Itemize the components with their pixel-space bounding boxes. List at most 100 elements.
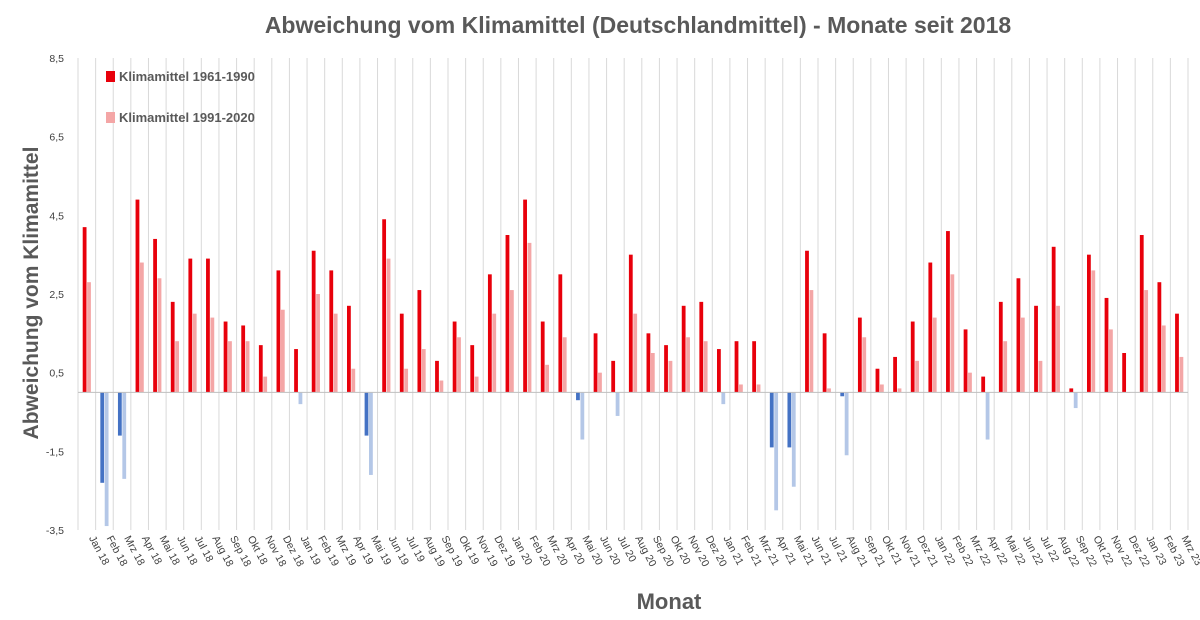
- bar-1991-2020: [545, 364, 550, 393]
- bar-1991-2020: [316, 294, 320, 393]
- bar-1961-1990: [981, 376, 986, 393]
- bar-1991-2020: [333, 313, 338, 393]
- bar-1991-2020: [879, 384, 884, 393]
- bar-1991-2020: [932, 317, 937, 393]
- bar-1991-2020: [474, 376, 479, 393]
- bar-1961-1990: [523, 199, 527, 393]
- bar-1961-1990: [540, 321, 545, 393]
- bar-1991-2020: [369, 392, 373, 475]
- bar-1961-1990: [857, 317, 862, 393]
- bar-1991-2020: [104, 392, 109, 527]
- bar-1991-2020: [791, 392, 796, 487]
- y-axis-title: Abweichung vom Klimamittel: [20, 147, 43, 440]
- bar-1961-1990: [699, 301, 704, 393]
- bar-1991-2020: [580, 392, 585, 440]
- bar-1961-1990: [188, 258, 193, 393]
- bar-1991-2020: [263, 376, 268, 393]
- bar-1961-1990: [769, 392, 774, 448]
- bar-1991-2020: [1179, 356, 1184, 393]
- bar-1991-2020: [686, 337, 690, 393]
- bar-1961-1990: [822, 333, 827, 393]
- chart-title: Abweichung vom Klimamittel (Deutschlandm…: [265, 12, 1012, 38]
- bar-1961-1990: [100, 392, 105, 483]
- bar-1961-1990: [382, 219, 387, 393]
- bar-1961-1990: [117, 392, 122, 436]
- bar-1961-1990: [452, 321, 457, 393]
- bar-1961-1990: [1139, 235, 1144, 393]
- bar-1991-2020: [1144, 290, 1149, 393]
- bar-1961-1990: [505, 235, 510, 393]
- series-1961-1990-bars: [82, 199, 1179, 483]
- x-axis-title: Monat: [637, 589, 702, 614]
- bar-1991-2020: [228, 341, 232, 393]
- y-tick-label: 2,5: [49, 289, 64, 301]
- bar-1991-2020: [950, 274, 955, 393]
- bar-1991-2020: [1109, 329, 1113, 393]
- bar-1961-1990: [752, 341, 757, 393]
- bar-1991-2020: [492, 313, 497, 393]
- bar-1991-2020: [915, 360, 920, 393]
- y-tick-label: 0,5: [49, 368, 64, 380]
- legend: Klimamittel 1961-1990 Klimamittel 1991-2…: [106, 69, 255, 125]
- bar-1961-1990: [910, 321, 915, 393]
- bar-1961-1990: [329, 270, 334, 393]
- bar-1961-1990: [681, 305, 686, 393]
- bar-1991-2020: [192, 313, 197, 393]
- bar-1961-1990: [1086, 254, 1091, 393]
- bar-1961-1990: [840, 392, 845, 397]
- bar-1961-1990: [346, 305, 351, 393]
- bar-1961-1990: [875, 368, 880, 393]
- bar-1961-1990: [946, 231, 950, 393]
- bar-1991-2020: [1073, 392, 1078, 409]
- bar-1961-1990: [311, 250, 316, 393]
- bar-1991-2020: [985, 392, 990, 440]
- bar-1991-2020: [280, 309, 285, 393]
- bar-1961-1990: [646, 333, 651, 393]
- bar-1961-1990: [487, 274, 492, 393]
- bar-1961-1990: [223, 321, 228, 393]
- bar-1991-2020: [809, 290, 814, 393]
- bar-1961-1990: [998, 301, 1003, 393]
- bar-1991-2020: [756, 384, 761, 393]
- bar-1961-1990: [1122, 353, 1127, 393]
- bar-1961-1990: [364, 392, 369, 436]
- bar-1991-2020: [1003, 341, 1008, 393]
- bar-1991-2020: [122, 392, 127, 479]
- legend-label-1991-2020: Klimamittel 1991-2020: [119, 110, 255, 125]
- bar-1961-1990: [963, 329, 968, 393]
- bar-1961-1990: [805, 250, 809, 393]
- bar-1991-2020: [827, 388, 831, 393]
- bar-1961-1990: [787, 392, 792, 448]
- bar-1991-2020: [298, 392, 303, 405]
- bar-1991-2020: [175, 341, 180, 393]
- bar-1991-2020: [1161, 325, 1166, 393]
- bar-1961-1990: [82, 227, 87, 393]
- bar-1991-2020: [457, 337, 461, 393]
- bar-1991-2020: [245, 341, 250, 393]
- bar-1991-2020: [439, 380, 444, 393]
- y-axis-tick-labels: 8,5 6,5 4,5 2,5 0,5 -1,5 -3,5: [46, 53, 64, 537]
- bar-1961-1990: [664, 345, 668, 393]
- bar-1961-1990: [417, 290, 422, 393]
- bar-1961-1990: [135, 199, 140, 393]
- bar-1961-1990: [1034, 305, 1038, 393]
- y-tick-label: 6,5: [49, 132, 64, 144]
- bar-1961-1990: [1051, 246, 1056, 393]
- gridlines: [77, 58, 1189, 530]
- bar-1991-2020: [1091, 270, 1096, 393]
- bar-1961-1990: [1157, 282, 1162, 393]
- legend-swatch-1991-2020: [106, 112, 115, 123]
- bar-1961-1990: [241, 325, 246, 393]
- y-tick-label: -3,5: [46, 525, 64, 537]
- bar-1961-1990: [628, 254, 633, 393]
- bar-1991-2020: [633, 313, 638, 393]
- bar-1991-2020: [139, 262, 144, 393]
- bar-1991-2020: [527, 242, 532, 393]
- bar-1961-1990: [1175, 313, 1179, 393]
- bar-1961-1990: [294, 349, 298, 393]
- bar-1961-1990: [1104, 297, 1109, 393]
- bar-1961-1990: [928, 262, 933, 393]
- bar-1991-2020: [862, 337, 867, 393]
